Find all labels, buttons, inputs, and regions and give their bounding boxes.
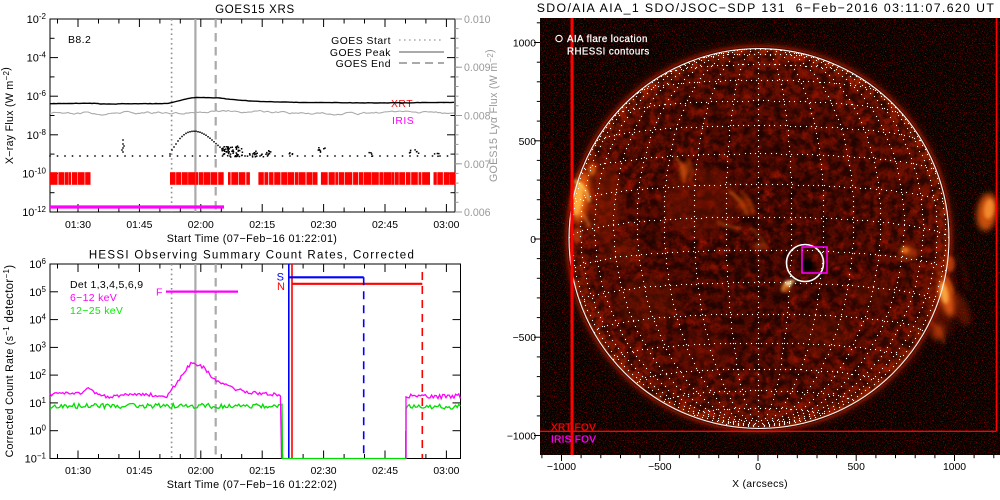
svg-text:X−ray Flux (W m−2): X−ray Flux (W m−2): [0, 67, 16, 164]
svg-text:RHESSI contours: RHESSI contours: [567, 47, 650, 58]
svg-text:−500: −500: [648, 462, 672, 473]
svg-text:0.008: 0.008: [464, 111, 491, 123]
svg-text:02:45: 02:45: [372, 220, 398, 231]
svg-text:02:15: 02:15: [249, 220, 275, 231]
svg-text:0.006: 0.006: [464, 207, 491, 219]
svg-text:S: S: [277, 272, 284, 284]
svg-text:SDO/AIA AIA_1 SDO/JSOC−SDP 131: SDO/AIA AIA_1 SDO/JSOC−SDP 131 6−Feb−201…: [537, 1, 996, 15]
svg-text:Det 1,3,4,5,6,9: Det 1,3,4,5,6,9: [70, 279, 143, 291]
svg-text:03:00: 03:00: [433, 220, 459, 231]
svg-text:XRT: XRT: [391, 99, 413, 110]
svg-text:02:15: 02:15: [249, 466, 275, 477]
svg-text:01:30: 01:30: [65, 220, 91, 231]
svg-text:GOES15 Lyα Flux (W m−2): GOES15 Lyα Flux (W m−2): [484, 49, 500, 182]
svg-text:1000: 1000: [513, 39, 536, 50]
svg-text:02:00: 02:00: [188, 466, 214, 477]
svg-text:01:30: 01:30: [65, 466, 91, 477]
svg-text:500: 500: [848, 462, 866, 473]
svg-text:AIA flare location: AIA flare location: [567, 34, 648, 45]
svg-text:−1000: −1000: [507, 432, 536, 443]
svg-text:GOES15 XRS: GOES15 XRS: [215, 4, 295, 16]
svg-text:GOES Peak: GOES Peak: [330, 48, 391, 59]
svg-text:GOES Start: GOES Start: [331, 36, 391, 47]
svg-text:IRIS FOV: IRIS FOV: [551, 435, 596, 446]
svg-text:−1000: −1000: [547, 462, 576, 473]
svg-text:02:45: 02:45: [372, 466, 398, 477]
svg-text:02:00: 02:00: [188, 220, 214, 231]
svg-text:Corrected Count Rate (s−1 dete: Corrected Count Rate (s−1 detector−1): [2, 265, 16, 458]
svg-text:01:45: 01:45: [126, 466, 152, 477]
svg-text:X (arcsecs): X (arcsecs): [732, 479, 788, 490]
svg-text:XRT FOV: XRT FOV: [551, 423, 596, 434]
svg-text:01:45: 01:45: [126, 220, 152, 231]
svg-text:03:00: 03:00: [433, 466, 459, 477]
svg-text:Start Time (07−Feb−16 01:22:01: Start Time (07−Feb−16 01:22:01): [167, 233, 338, 245]
svg-text:F: F: [156, 287, 162, 299]
svg-text:0.010: 0.010: [464, 14, 491, 26]
svg-text:−500: −500: [513, 333, 537, 344]
svg-text:02:30: 02:30: [311, 220, 337, 231]
svg-text:HESSI Observing Summary Count: HESSI Observing Summary Count Rates, Cor…: [89, 250, 415, 262]
svg-text:0.007: 0.007: [464, 159, 491, 171]
svg-text:500: 500: [519, 137, 537, 148]
svg-text:02:30: 02:30: [311, 466, 337, 477]
svg-text:IRIS: IRIS: [392, 116, 414, 127]
svg-text:12−25 keV: 12−25 keV: [70, 305, 123, 317]
svg-text:GOES End: GOES End: [336, 59, 391, 70]
svg-text:0: 0: [755, 462, 761, 473]
svg-text:N: N: [277, 281, 285, 293]
svg-text:B8.2: B8.2: [68, 34, 91, 46]
svg-text:0: 0: [530, 235, 536, 246]
svg-text:0.009: 0.009: [464, 62, 491, 74]
svg-text:6−12 keV: 6−12 keV: [70, 292, 117, 304]
svg-text:1000: 1000: [943, 462, 966, 473]
svg-text:Start Time (07−Feb−16 01:22:02: Start Time (07−Feb−16 01:22:02): [167, 479, 338, 491]
